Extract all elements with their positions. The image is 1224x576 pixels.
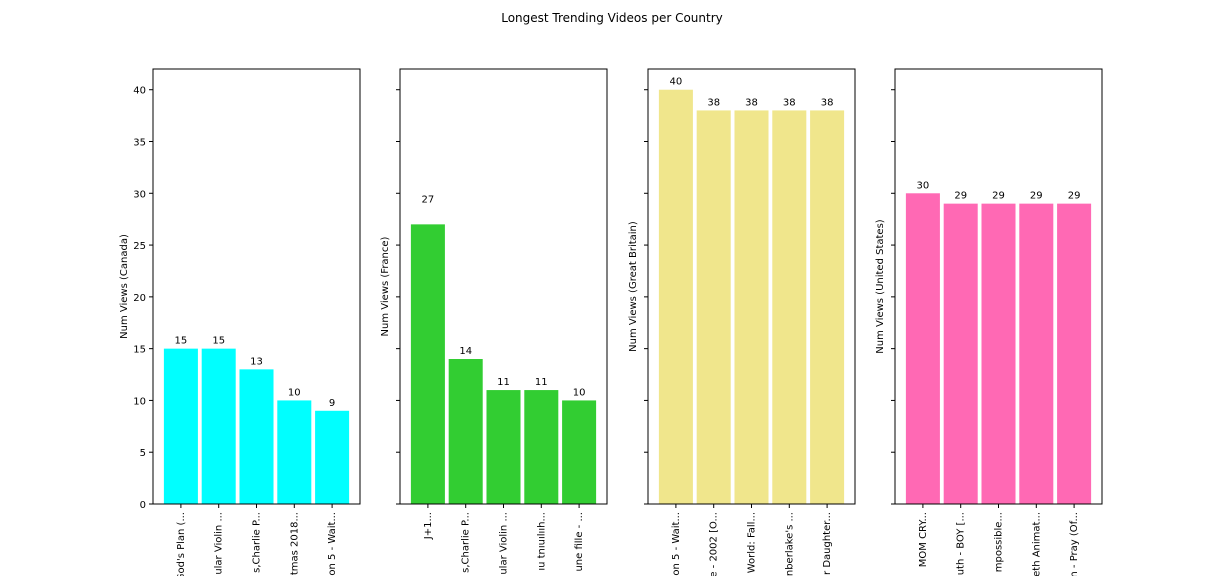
x-tick-label: uth - BOY [... [956, 512, 967, 575]
y-axis-label: Num Views (Great Britain) [628, 221, 639, 352]
data-label: 38 [707, 97, 720, 108]
plot-frame [152, 68, 361, 505]
data-label: 40 [670, 77, 683, 88]
bar [486, 390, 521, 504]
chart-title: Longest Trending Videos per Country [501, 11, 723, 25]
chart-panel-3: Num Views (Great Britain) 40 on 5 - Wait..… [628, 68, 856, 576]
bar [524, 390, 559, 504]
chart-panel-4: Num Views (United States) 30 MOM CRY... 29 u… [875, 68, 1103, 576]
x-tick-label: s,Charlie P... [461, 512, 472, 573]
plot-frame [894, 68, 1103, 505]
plot-frame [647, 68, 856, 505]
x-tick-label: n - Pray (Of... [1069, 512, 1080, 576]
bar [696, 110, 731, 504]
bar [772, 110, 807, 504]
data-label: 29 [992, 191, 1005, 202]
x-tick-label: nberlake's ... [784, 512, 795, 576]
x-tick-label: ular Violin ... [499, 512, 510, 575]
data-label: 13 [250, 356, 263, 367]
x-tick-label: God's Plan (... [176, 512, 187, 576]
x-tick-label: s,Charlie P... [252, 512, 263, 573]
data-label: 15 [175, 336, 188, 347]
bar [562, 400, 597, 504]
x-tick-label: une fille - ... [574, 512, 585, 572]
bar [410, 224, 445, 504]
x-tick-label: MOM CRY... [918, 512, 929, 567]
x-tick-label: J+1... [423, 512, 434, 540]
data-label: 11 [497, 377, 510, 388]
x-tick-label: eth Animat... [1031, 512, 1042, 576]
data-label: 38 [745, 97, 758, 108]
y-axis-label: Num Views (United States) [875, 219, 886, 353]
bar [1019, 203, 1054, 504]
y-tick-label: 30 [133, 189, 146, 200]
data-label: 10 [573, 387, 586, 398]
data-label: 11 [535, 377, 548, 388]
bar [1057, 203, 1092, 504]
data-label: 29 [954, 191, 967, 202]
data-label: 27 [422, 194, 435, 205]
bar [201, 348, 236, 504]
x-tick-label: mpossible... [994, 512, 1005, 572]
x-tick-label: ıu tnıuılııh... [536, 512, 547, 571]
x-tick-label: e - 2002 [O... [709, 512, 720, 576]
x-tick-label: r Daughter... [822, 512, 833, 575]
plot-frame [399, 68, 608, 505]
y-tick-label: 20 [133, 293, 146, 304]
y-tick-label: 40 [133, 86, 146, 97]
x-tick-label: on 5 - Wait... [327, 512, 338, 576]
data-label: 9 [329, 398, 335, 409]
y-tick-label: 0 [140, 500, 146, 511]
x-tick-label: World: Fall... [747, 512, 758, 573]
data-label: 30 [917, 180, 930, 191]
data-label: 38 [783, 97, 796, 108]
data-label: 38 [821, 97, 834, 108]
x-tick-label: on 5 - Wait... [671, 512, 682, 576]
y-axis-label: Num Views (France) [380, 236, 391, 336]
bar [239, 369, 274, 504]
data-label: 10 [288, 387, 301, 398]
bar [277, 400, 312, 504]
y-tick-label: 25 [133, 241, 146, 252]
bar [905, 193, 940, 505]
data-label: 29 [1068, 191, 1081, 202]
chart-panel-2: Num Views (France) 27 J+1... 14 s,Charlie P.… [380, 68, 608, 575]
bar [163, 348, 198, 504]
y-axis-label: Num Views (Canada) [119, 234, 130, 339]
data-label: 15 [212, 336, 225, 347]
bar [448, 359, 483, 504]
bar [315, 410, 350, 504]
bar [658, 89, 693, 504]
y-tick-label: 35 [133, 138, 146, 149]
data-label: 14 [459, 346, 472, 357]
bar [943, 203, 978, 504]
y-tick-label: 5 [140, 448, 146, 459]
bar [734, 110, 769, 504]
x-tick-label: tmas 2018... [289, 512, 300, 575]
bar [981, 203, 1016, 504]
bar [810, 110, 845, 504]
x-tick-label: ular Violin ... [214, 512, 225, 575]
data-label: 29 [1030, 191, 1043, 202]
y-tick-label: 15 [133, 345, 146, 356]
y-tick-label: 10 [133, 396, 146, 407]
